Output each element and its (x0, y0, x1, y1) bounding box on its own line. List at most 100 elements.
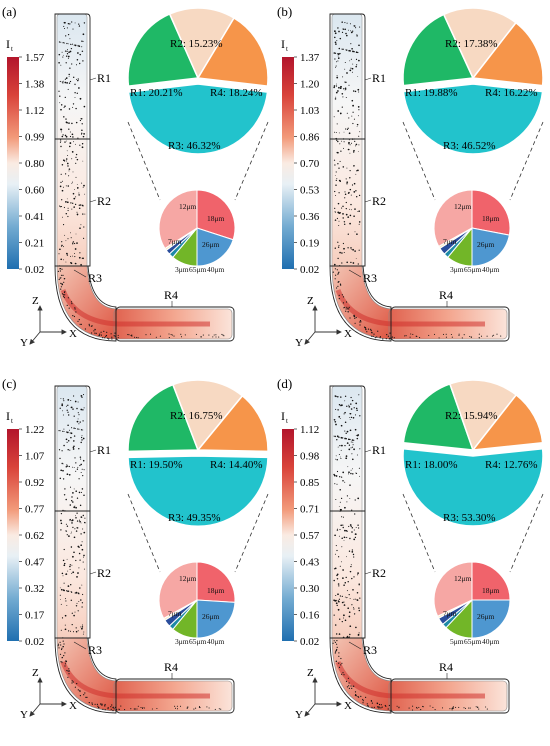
region-pie-label-r3: R3: 46.52% (443, 140, 496, 152)
region-pie-label-r2: R2: 16.75% (170, 410, 223, 422)
region-pie-slice-r3 (402, 447, 544, 527)
colorbar-tick-label: 0.30 (300, 583, 320, 595)
size-pie-label-26um: 26μm (202, 612, 220, 621)
colorbar-title: I (281, 409, 285, 423)
particles (332, 394, 488, 712)
colorbar-tick-label: 0.57 (300, 530, 320, 542)
region-pie-label-r1: R1: 19.88% (405, 87, 458, 99)
region-r3-leader (73, 269, 87, 278)
region-r1-leader (89, 449, 97, 453)
colorbar-tick-label: 1.37 (300, 52, 320, 64)
size-pie-label-65um: 65μm (464, 637, 482, 646)
size-pie-label-65um: 65μm (189, 265, 207, 274)
size-pie-slice-12um (196, 561, 236, 603)
colorbar-tick-label: 0.98 (300, 451, 320, 463)
region-pie-slice-r1 (402, 13, 475, 87)
region-pie-slice-r2 (448, 379, 518, 452)
zoom-connector-left (127, 493, 161, 573)
colorbar (282, 57, 294, 269)
size-pie-label-12um: 12μm (454, 574, 472, 583)
region-r4-label: R4 (164, 660, 178, 674)
region-r2-leader (364, 571, 372, 575)
zoom-connector-right (234, 493, 269, 573)
colorbar-tick-label: 0.16 (300, 610, 320, 622)
colorbar-tick-label: 1.12 (25, 105, 44, 117)
zoom-connector-left (402, 493, 436, 573)
size-pie: 12μm 18μm 26μm 7μm 3μm 65μm 40μm (158, 189, 236, 274)
size-pie-label-65um: 65μm (464, 265, 482, 274)
region-r4-label: R4 (439, 660, 453, 674)
region-pie-slice-r2 (442, 7, 518, 80)
region-pie: R2: 15.23% R1: 20.21% R4: 18.24% R3: 46.32% (127, 7, 269, 155)
region-r3-label: R3 (88, 643, 102, 657)
zoom-connector-right (234, 121, 269, 201)
region-r3-label: R3 (363, 643, 377, 657)
colorbar-title: I (281, 37, 285, 51)
region-pie-label-r3: R3: 53.30% (443, 512, 496, 524)
region-r2-outline (54, 510, 91, 639)
panel-label: (b) (277, 4, 292, 19)
size-pie-slice-7um (158, 189, 198, 250)
high-intensity-streak (60, 289, 210, 327)
region-pie-label-r1: R1: 18.00% (405, 459, 458, 471)
x-axis-label: X (69, 700, 77, 712)
pipe (331, 385, 508, 712)
region-r1-label: R1 (97, 443, 111, 457)
region-r4-outline (390, 678, 510, 714)
size-pie-slice-18um (196, 599, 236, 639)
size-pie-label-40um: 40μm (207, 265, 225, 274)
region-r2-outline (54, 138, 91, 267)
region-r3-leader (348, 641, 362, 650)
region-pie: R2: 16.75% R1: 19.50% R4: 14.40% R3: 49.35% (127, 379, 269, 527)
axes-triad (304, 677, 342, 717)
region-pie-label-r1: R1: 19.50% (130, 459, 183, 471)
size-pie: 12μm 18μm 26μm 7μm 5μm 65μm 40μm (433, 561, 511, 646)
size-pie: 12μm 18μm 26μm 7μm 3μm 65μm 40μm (433, 189, 511, 274)
size-pie-slice-7um (433, 561, 473, 617)
colorbar-tick-label: 0.32 (25, 583, 44, 595)
region-r1-label: R1 (97, 71, 111, 85)
x-axis-label: X (69, 328, 77, 340)
region-r3-leader (73, 641, 87, 650)
region-pie-label-r2: R2: 15.23% (170, 38, 223, 50)
size-pie-label-12um: 12μm (179, 574, 197, 583)
region-pie-label-r2: R2: 17.38% (445, 38, 498, 50)
region-r3-outline (54, 637, 117, 714)
region-r2-outline (329, 138, 366, 267)
colorbar-tick-label: 0.77 (25, 504, 45, 516)
region-pie-label-r4: R4: 14.40% (210, 459, 263, 471)
region-pie-label-r4: R4: 12.76% (485, 459, 538, 471)
colorbar-tick-label: 0.62 (25, 530, 44, 542)
size-pie: 12μm 18μm 26μm 7μm 3μm 65μm 40μm (158, 561, 236, 646)
size-pie-label-26um: 26μm (477, 240, 495, 249)
region-pie-slice-r3 (402, 83, 544, 155)
panel-d: (d) I t 1.12 0.98 0.85 0.71 0.57 0.43 0.30 0.16 0.0… (277, 376, 544, 721)
panel-label: (c) (2, 376, 16, 391)
zoom-connector-left (402, 121, 436, 201)
colorbar-tick-label: 0.17 (25, 610, 45, 622)
colorbar-tick-label: 1.38 (25, 79, 45, 91)
colorbar-tick-label: 0.02 (25, 264, 44, 276)
colorbar-tick-label: 0.43 (300, 557, 320, 569)
size-pie-label-18um: 18μm (482, 214, 500, 223)
region-r1-leader (89, 77, 97, 81)
region-pie-label-r1: R1: 20.21% (130, 87, 183, 99)
region-r1-leader (364, 77, 372, 81)
size-pie-slice-18um (196, 227, 234, 267)
region-pie-label-r4: R4: 16.22% (485, 87, 538, 99)
pipe (56, 385, 233, 712)
region-r2-label: R2 (372, 194, 386, 208)
region-pie-label-r3: R3: 46.32% (168, 140, 221, 152)
colorbar-tick-label: 0.71 (300, 504, 319, 516)
colorbar-tick-label: 1.57 (25, 52, 45, 64)
y-axis (29, 331, 41, 345)
region-r3-outline (329, 265, 392, 342)
size-pie-label-3um: 3μm (175, 265, 189, 274)
size-pie-label-65um: 65μm (189, 637, 207, 646)
region-r1-outline (329, 13, 366, 140)
region-pie-slice-r1 (127, 13, 200, 87)
colorbar-tick-label: 0.85 (300, 477, 320, 489)
colorbar-title: I (6, 37, 10, 51)
z-axis-label: Z (307, 295, 314, 307)
pipe (331, 13, 508, 340)
